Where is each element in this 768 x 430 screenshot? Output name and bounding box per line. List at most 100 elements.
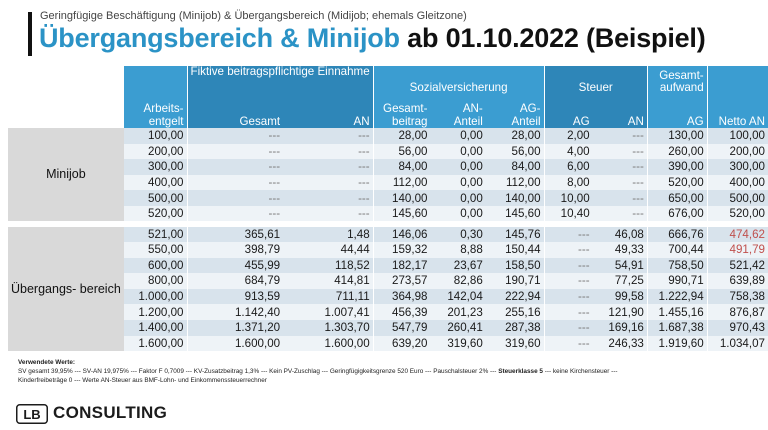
table-row: 520,00 --- --- 145,60 0,00 145,60 10,40 --- 676,… <box>8 205 768 224</box>
table-cell: 700,44 <box>647 241 708 258</box>
table-cell: 684,79 <box>187 273 284 289</box>
table-cell: 414,81 <box>283 273 374 289</box>
table-row: 300,00 --- --- 84,00 0,00 84,00 6,00 --- 390,00 3… <box>8 159 768 175</box>
table-cell: 145,60 <box>373 205 431 224</box>
table-row: 550,00 398,79 44,44 159,32 8,88 150,44 --- 49,3… <box>8 241 768 258</box>
col-header-fiktive-gesamt: Gesamt <box>186 94 284 128</box>
notes-line-1b: Steuerklasse 5 <box>498 368 543 375</box>
table-cell: 876,87 <box>707 304 768 320</box>
table-cell: 990,71 <box>647 273 708 289</box>
wage-table: Fiktive beitragspflichtige Einnahme Sozi… <box>8 66 768 352</box>
table-cell: 1.034,07 <box>707 335 768 352</box>
table-cell: 140,00 <box>485 190 545 206</box>
table-cell: 145,76 <box>485 220 545 242</box>
table-cell: 400,00 <box>123 174 188 191</box>
table-cell: 146,06 <box>373 220 431 242</box>
table-cell: 0,00 <box>430 143 486 160</box>
table-cell: --- <box>283 159 374 175</box>
table-cell: 118,52 <box>283 257 374 274</box>
table-cell: 121,90 <box>592 304 648 320</box>
logo-text: CONSULTING <box>53 403 168 422</box>
page-title: Übergangsbereich & Minijob ab 01.10.2022… <box>39 23 706 54</box>
table-cell: 260,00 <box>647 143 708 160</box>
table-cell: 28,00 <box>373 128 431 144</box>
table-cell: --- <box>283 190 374 206</box>
table-cell: 246,33 <box>592 335 648 352</box>
table-cell: 84,00 <box>373 159 431 175</box>
table-row: 200,00 --- --- 56,00 0,00 56,00 4,00 --- 260,00 2… <box>8 143 768 160</box>
table-cell: --- <box>187 205 284 224</box>
table-cell: --- <box>592 128 648 144</box>
table-cell: 800,00 <box>123 273 188 289</box>
table-cell: 201,23 <box>430 304 486 320</box>
table-cell: 0,00 <box>430 190 486 206</box>
table-cell: 639,20 <box>373 335 431 352</box>
table-cell: 547,79 <box>373 319 431 336</box>
table-cell: 2,00 <box>544 128 593 144</box>
table-cell: --- <box>544 257 593 274</box>
table-cell: 158,50 <box>485 257 545 274</box>
table-cell: 99,58 <box>592 288 648 305</box>
table-cell: 319,60 <box>485 335 545 352</box>
logo-mark-text: LB <box>23 407 40 422</box>
table-cell: --- <box>283 174 374 191</box>
page-subtitle: Geringfügige Beschäftigung (Minijob) & Ü… <box>40 10 467 22</box>
table-cell: --- <box>544 319 593 336</box>
table-cell: 0,30 <box>430 220 486 242</box>
table-cell: 365,61 <box>187 220 284 242</box>
table-cell: 150,44 <box>485 241 545 258</box>
table-cell: 200,00 <box>123 143 188 160</box>
table-row: 1.600,00 1.600,00 1.600,00 639,20 319,60 319,… <box>8 335 768 352</box>
table-cell: --- <box>544 304 593 320</box>
table-cell: --- <box>187 159 284 175</box>
table-cell: 711,11 <box>283 288 374 305</box>
table-cell: 0,00 <box>430 128 486 144</box>
table-cell: 1.400,00 <box>123 319 188 336</box>
table-cell: 1.455,16 <box>647 304 708 320</box>
table-cell: 273,57 <box>373 273 431 289</box>
table-cell: 28,00 <box>485 128 545 144</box>
table-cell: 1.687,38 <box>647 319 708 336</box>
table-cell: 200,00 <box>707 143 768 160</box>
table-cell: 400,00 <box>707 174 768 191</box>
table-cell: 4,00 <box>544 143 593 160</box>
table-cell: 222,94 <box>485 288 545 305</box>
table-cell: 8,00 <box>544 174 593 191</box>
row-group-label: Minijob <box>8 128 124 224</box>
notes-heading: Verwendete Werte: <box>18 359 76 366</box>
table-cell: 474,62 <box>707 220 768 242</box>
col-header-steuer-ag: AG <box>543 94 593 128</box>
table-cell: --- <box>187 128 284 144</box>
table-cell: 1.000,00 <box>123 288 188 305</box>
table-row: 1.400,00 1.371,20 1.303,70 547,79 260,41 287,… <box>8 319 768 336</box>
table-cell: 550,00 <box>123 241 188 258</box>
table-cell: 0,00 <box>430 205 486 224</box>
table-cell: 676,00 <box>647 205 708 224</box>
table-cell: 1.200,00 <box>123 304 188 320</box>
table-cell: 112,00 <box>373 174 431 191</box>
table-cell: 10,00 <box>544 190 593 206</box>
table-cell: 260,41 <box>430 319 486 336</box>
col-header-an-anteil: AN- Anteil <box>430 94 486 128</box>
col-header-gesamtbeitrag: Gesamt- beitrag <box>373 94 431 128</box>
table-cell: 77,25 <box>592 273 648 289</box>
table-cell: 255,16 <box>485 304 545 320</box>
table-cell: 390,00 <box>647 159 708 175</box>
table-cell: --- <box>592 143 648 160</box>
table-cell: --- <box>544 220 593 242</box>
table-cell: 500,00 <box>123 190 188 206</box>
table-cell: --- <box>592 190 648 206</box>
group-header-fiktive: Fiktive beitragspflichtige Einnahme <box>186 66 374 94</box>
table-cell: 398,79 <box>187 241 284 258</box>
table-row: 1.000,00 913,59 711,11 364,98 142,04 222,94 --… <box>8 288 768 305</box>
table-cell: 145,60 <box>485 205 545 224</box>
table-cell: 970,43 <box>707 319 768 336</box>
table-row: 500,00 --- --- 140,00 0,00 140,00 10,00 --- 650,… <box>8 190 768 206</box>
notes-line-1c: --- keine Kirchensteuer --- <box>542 368 618 375</box>
group-header-gesamtaufwand-top: Gesamt- aufwand <box>647 66 708 94</box>
table-cell: 913,59 <box>187 288 284 305</box>
table-cell: 520,00 <box>123 205 188 224</box>
table-row: 400,00 --- --- 112,00 0,00 112,00 8,00 --- 520,0… <box>8 174 768 191</box>
table-cell: 521,00 <box>123 220 188 242</box>
table-cell: 0,00 <box>430 159 486 175</box>
